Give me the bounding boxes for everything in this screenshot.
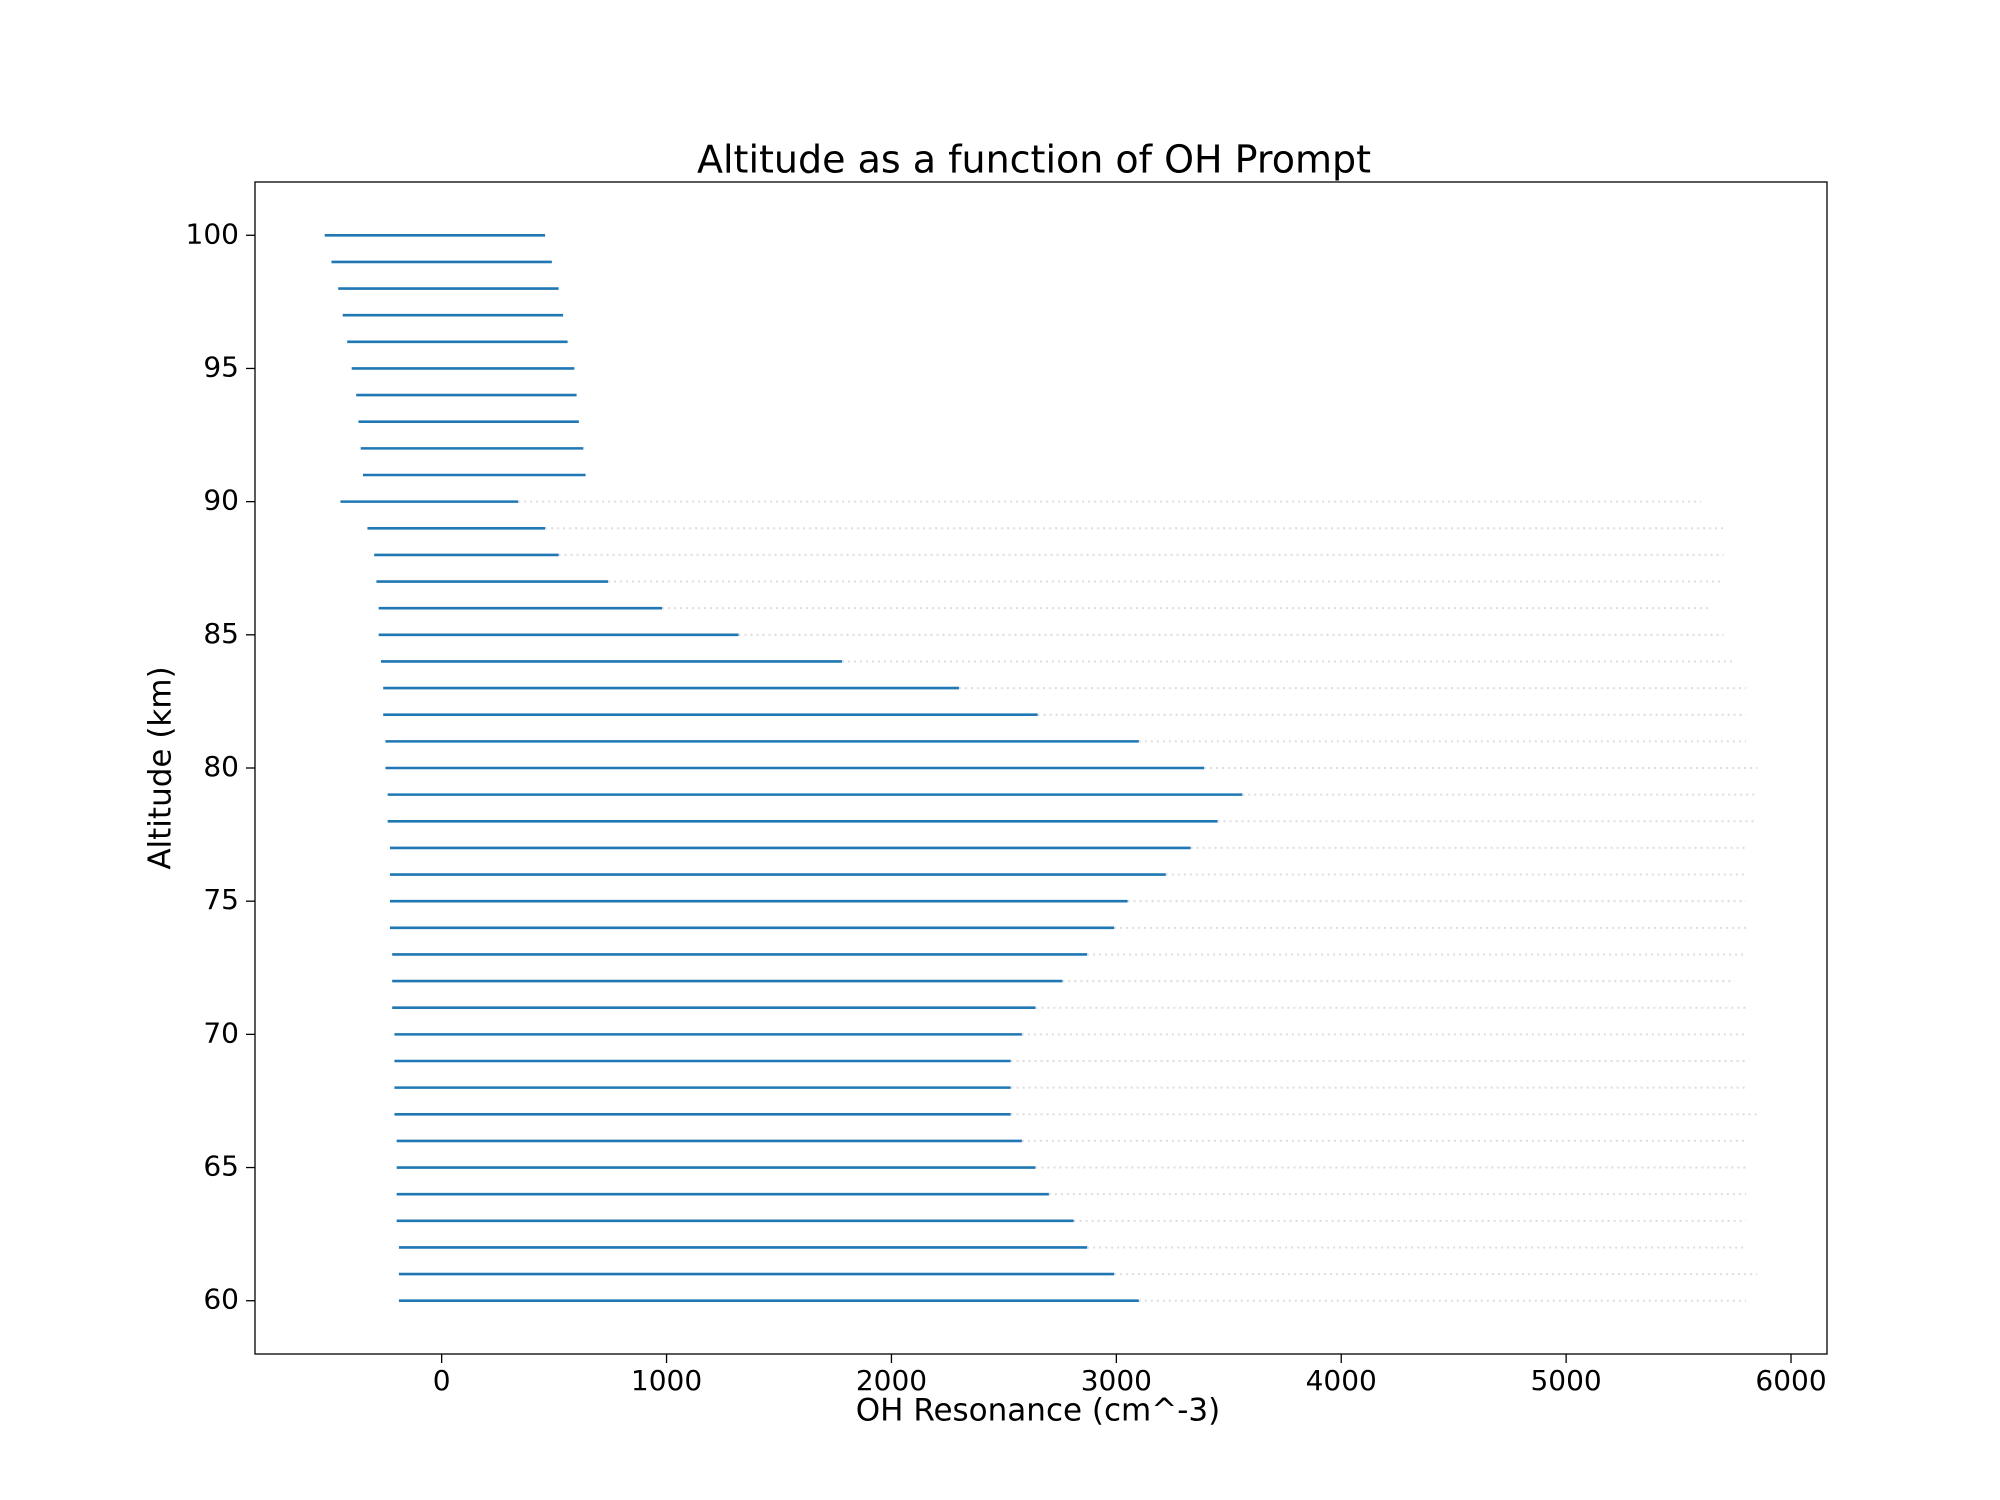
chart-title: Altitude as a function of OH Prompt	[697, 138, 1371, 182]
x-axis-label: OH Resonance (cm^-3)	[856, 1393, 1220, 1429]
y-tick-label: 95	[203, 350, 239, 383]
y-tick-label: 70	[203, 1016, 239, 1049]
x-tick-label: 5000	[1530, 1364, 1601, 1397]
x-tick-label: 3000	[1081, 1364, 1152, 1397]
y-tick-label: 60	[203, 1283, 239, 1316]
y-tick-label: 75	[203, 883, 239, 916]
y-tick-label: 85	[203, 617, 239, 650]
x-tick-label: 6000	[1755, 1364, 1826, 1397]
y-tick-label: 90	[203, 484, 239, 517]
y-tick-label: 65	[203, 1150, 239, 1183]
x-tick-label: 1000	[631, 1364, 702, 1397]
y-tick-label: 80	[203, 750, 239, 783]
x-tick-label: 2000	[856, 1364, 927, 1397]
y-axis-label: Altitude (km)	[143, 666, 179, 869]
x-tick-label: 4000	[1306, 1364, 1377, 1397]
x-tick-label: 0	[433, 1364, 451, 1397]
y-tick-label: 100	[186, 217, 239, 250]
